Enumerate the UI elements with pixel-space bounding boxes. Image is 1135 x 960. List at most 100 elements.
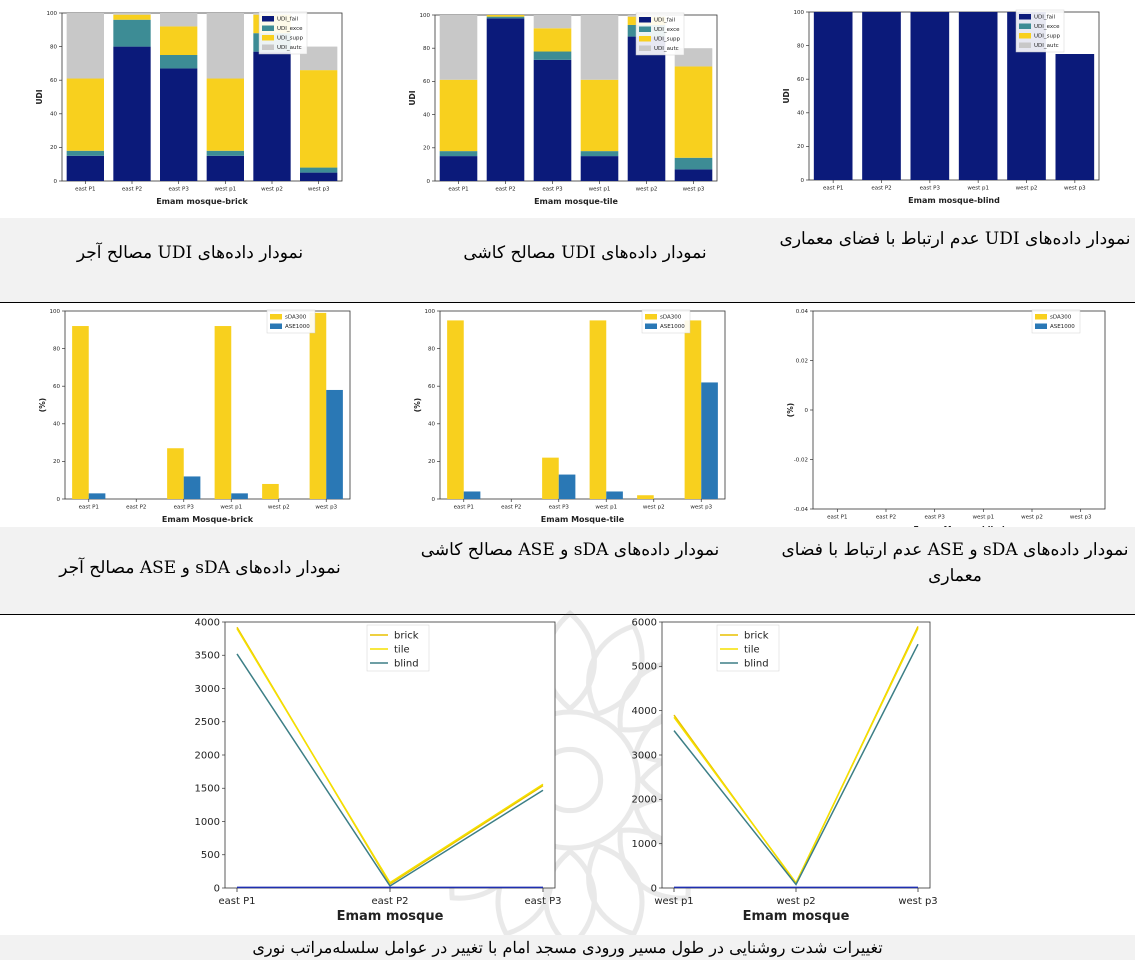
y-tick-label: 60 bbox=[53, 384, 60, 390]
x-tick-label: east P2 bbox=[876, 515, 896, 521]
chart-udi-brick: 0 20 40 60 80 100 UDI east P1 east P2 east P3 west… bbox=[30, 5, 360, 215]
plot-frame bbox=[439, 310, 726, 500]
x-tick-label: east P2 bbox=[871, 186, 891, 192]
y-tick-label: 20 bbox=[423, 146, 430, 152]
legend-label: blind bbox=[744, 658, 769, 669]
legend-label: UDI_supp bbox=[277, 36, 303, 42]
x-tick-label: west p1 bbox=[220, 505, 242, 511]
x-tick-label: east P1 bbox=[79, 505, 99, 511]
x-tick-label: west p3 bbox=[1064, 186, 1086, 192]
bar-segment bbox=[580, 156, 619, 181]
y-tick-label: 0 bbox=[427, 179, 431, 185]
legend: UDI_fail UDI_exce UDI_supp UDI_autc bbox=[258, 11, 308, 55]
bar-segment bbox=[533, 15, 572, 29]
y-tick-label: 0 bbox=[432, 497, 436, 503]
series-line-tile bbox=[236, 628, 544, 884]
y-tick-label: 6000 bbox=[632, 617, 657, 628]
y-tick-label: 60 bbox=[50, 78, 57, 84]
y-tick-label: 2500 bbox=[195, 717, 220, 728]
bar-segment bbox=[439, 151, 478, 157]
bar-segment bbox=[206, 155, 244, 181]
bar bbox=[262, 483, 279, 499]
y-tick-label: 4000 bbox=[195, 617, 220, 628]
bar bbox=[309, 312, 327, 499]
caption-bottom: تغییرات شدت روشنایی در طول مسیر ورودی مس… bbox=[0, 935, 1135, 960]
bar bbox=[637, 495, 654, 499]
y-tick-label: 0 bbox=[805, 408, 809, 414]
legend-swatch bbox=[645, 323, 657, 329]
x-tick-label: west p3 bbox=[898, 896, 937, 907]
bar-segment bbox=[113, 19, 151, 47]
x-axis-label: Emam mosque-brick bbox=[156, 197, 248, 206]
y-tick-label: 0 bbox=[651, 883, 657, 894]
bar-segment bbox=[439, 79, 478, 152]
chart-udi-brick-svg: 0 20 40 60 80 100 UDI east P1 east P2 east P3 west… bbox=[35, 11, 343, 206]
y-tick-label: 0 bbox=[54, 179, 58, 185]
y-tick-label: 3000 bbox=[632, 750, 657, 761]
y-tick-label: 40 bbox=[423, 112, 430, 118]
legend-swatch bbox=[1019, 14, 1031, 20]
bar-segment bbox=[862, 12, 901, 180]
legend: sDA300 ASE1000 bbox=[641, 309, 691, 334]
caption-udi-blind: نمودار داده‌های UDI عدم ارتباط با فضای م… bbox=[779, 229, 1131, 249]
y-tick-label: 0.02 bbox=[796, 358, 808, 364]
y-tick-label: 20 bbox=[53, 459, 60, 465]
chart-sda-tile-svg: 0 20 40 60 80 100 (%) east P1 east P2 east P3 west… bbox=[413, 309, 726, 524]
y-axis-label: (%) bbox=[413, 398, 422, 412]
caption-udi-tile: نمودار داده‌های UDI مصالح کاشی bbox=[463, 243, 707, 263]
bar bbox=[88, 493, 106, 499]
x-tick-label: west p2 bbox=[776, 896, 815, 907]
y-tick-label: 80 bbox=[53, 346, 60, 352]
y-tick-label: 0 bbox=[214, 883, 220, 894]
y-tick-label: 3000 bbox=[195, 684, 220, 695]
x-tick-label: west p2 bbox=[261, 187, 283, 193]
bar-segment bbox=[910, 12, 950, 180]
x-tick-label: east P2 bbox=[122, 187, 142, 193]
chart-line-east-svg: 0 500 1000 1500 2000 2500 3000 3500 4000 east P1 e… bbox=[195, 617, 562, 924]
x-axis-label: Emam mosque-blind bbox=[908, 196, 1000, 205]
x-tick-label: west p1 bbox=[595, 505, 617, 511]
legend-label: ASE1000 bbox=[285, 324, 310, 330]
x-axis-label: Emam Mosque-brick bbox=[162, 515, 254, 524]
caption-sda-blind: نمودار داده‌های sDA و ASE عدم ارتباط با … bbox=[781, 540, 1129, 586]
y-tick-label: 0 bbox=[801, 178, 805, 184]
legend-label: blind bbox=[394, 658, 419, 669]
legend-label: UDI_exce bbox=[1034, 24, 1060, 30]
legend-label: brick bbox=[394, 630, 419, 641]
bar-segment bbox=[113, 14, 151, 20]
y-tick-label: 60 bbox=[428, 384, 435, 390]
legend-label: UDI_fail bbox=[277, 17, 298, 23]
y-tick-label: 20 bbox=[50, 145, 57, 151]
x-tick-label: west p1 bbox=[973, 515, 995, 521]
bar-segment bbox=[113, 46, 151, 181]
x-axis-label: Emam mosque-tile bbox=[534, 197, 618, 206]
bar bbox=[558, 474, 576, 499]
legend-label: UDI_autc bbox=[1034, 43, 1059, 49]
series-line-blind bbox=[236, 653, 544, 888]
x-tick-label: west p3 bbox=[315, 505, 337, 511]
legend-label: sDA300 bbox=[285, 315, 307, 321]
bar bbox=[606, 491, 623, 499]
plot-area: 0 20 40 60 80 100 UDI east P1 east P2 east P3 west… bbox=[408, 12, 718, 206]
legend-swatch bbox=[639, 45, 651, 51]
y-tick-label: 100 bbox=[420, 13, 431, 19]
bar bbox=[447, 320, 464, 499]
y-tick-label: 100 bbox=[47, 11, 58, 17]
x-tick-label: east P3 bbox=[174, 505, 195, 511]
bar-segment bbox=[1055, 54, 1095, 180]
bar-segment bbox=[300, 46, 338, 71]
chart-udi-tile: 0 20 40 60 80 100 UDI east P1 east P2 east P3 west… bbox=[405, 5, 735, 215]
y-axis-label: UDI bbox=[408, 90, 417, 105]
bar-segment bbox=[66, 155, 104, 181]
y-tick-label: 40 bbox=[428, 422, 435, 428]
y-tick-label: 1500 bbox=[195, 784, 220, 795]
caption-sda-brick: نمودار داده‌های sDA و ASE مصالح آجر bbox=[59, 558, 341, 578]
x-tick-label: west p1 bbox=[654, 896, 693, 907]
bar-segment bbox=[160, 55, 198, 69]
x-tick-label: west p3 bbox=[690, 505, 712, 511]
plot-frame bbox=[661, 621, 931, 889]
x-tick-label: west p3 bbox=[1070, 515, 1092, 521]
legend-label: UDI_fail bbox=[1034, 15, 1055, 21]
y-tick-label: -0.04 bbox=[794, 507, 809, 513]
x-tick-label: east P1 bbox=[75, 187, 95, 193]
